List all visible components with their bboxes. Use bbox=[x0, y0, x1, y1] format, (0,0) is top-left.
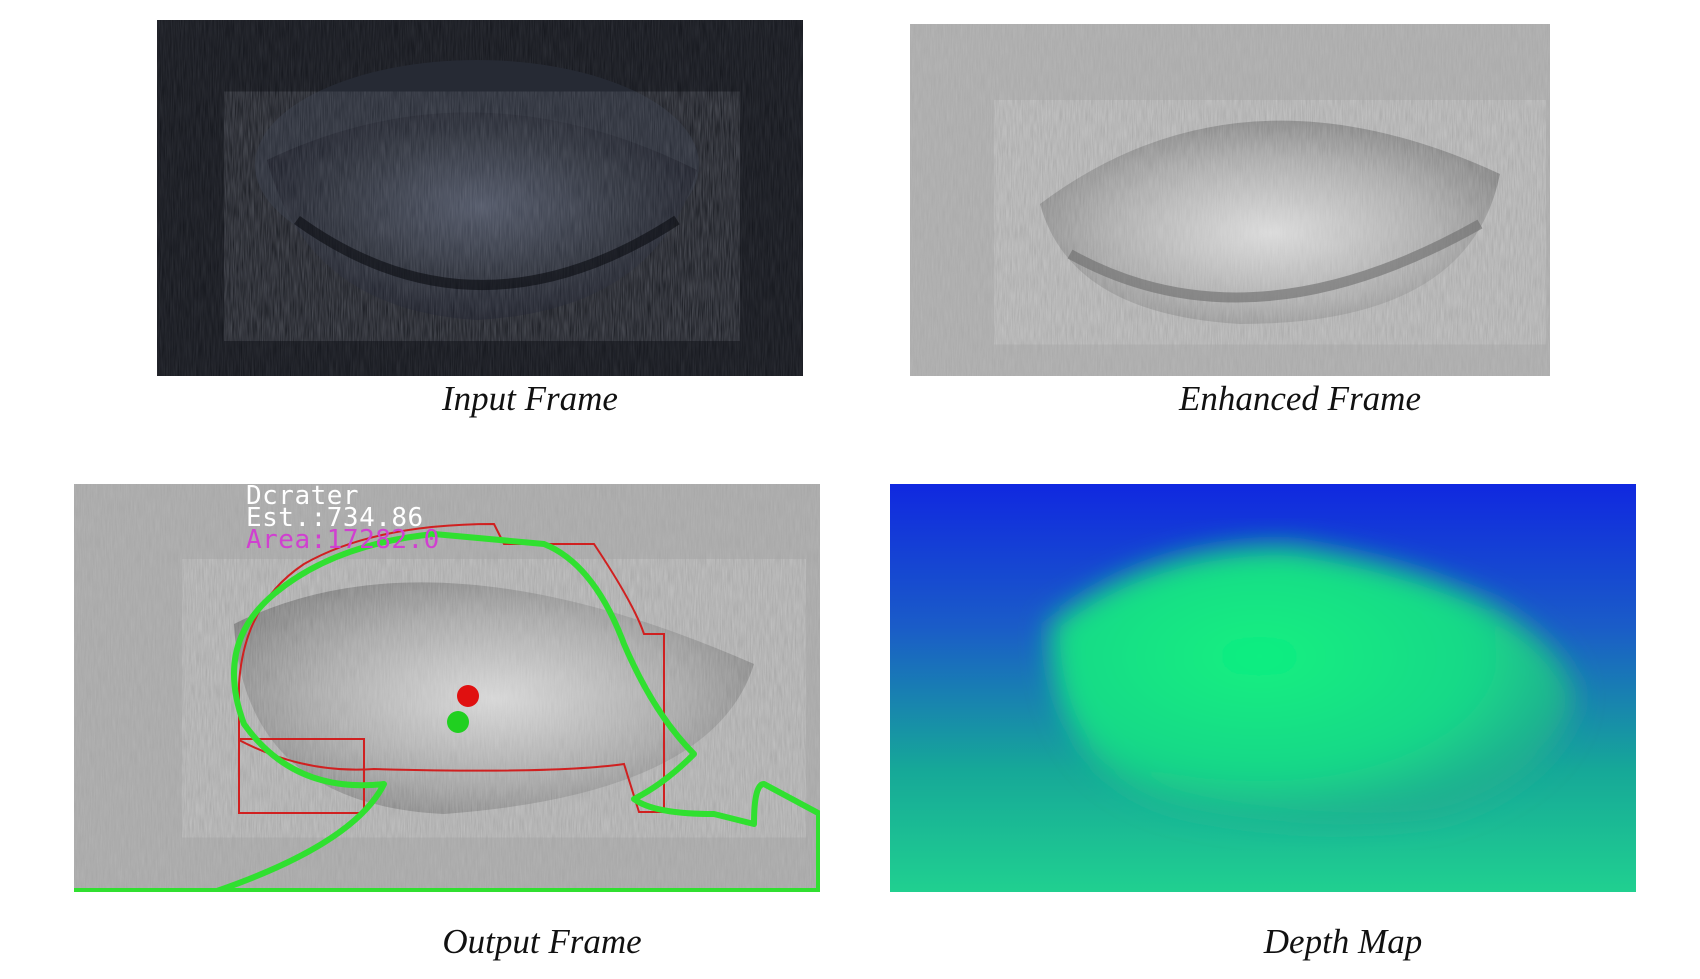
overlay-estimate: Est.:734.86 bbox=[246, 503, 424, 533]
enhanced-frame-caption: Enhanced Frame bbox=[1178, 379, 1421, 418]
output-frame-caption: Output Frame bbox=[442, 922, 642, 961]
input-frame-image bbox=[157, 20, 803, 376]
overlay-area: Area:17282.0 bbox=[246, 525, 440, 555]
output-frame-image: Dcrater Est.:734.86 Area:17282.0 bbox=[74, 484, 820, 892]
green-contour bbox=[213, 531, 820, 892]
overlay-label: Dcrater bbox=[246, 484, 360, 511]
enhanced-frame-image bbox=[910, 24, 1550, 376]
depth-map-caption: Depth Map bbox=[1263, 922, 1423, 961]
red-bounding-box bbox=[238, 738, 365, 814]
red-contour bbox=[238, 522, 665, 813]
center-green-dot bbox=[447, 711, 469, 733]
center-red-dot bbox=[457, 685, 479, 707]
depth-map-image bbox=[890, 484, 1636, 892]
input-frame-caption: Input Frame bbox=[442, 379, 618, 418]
